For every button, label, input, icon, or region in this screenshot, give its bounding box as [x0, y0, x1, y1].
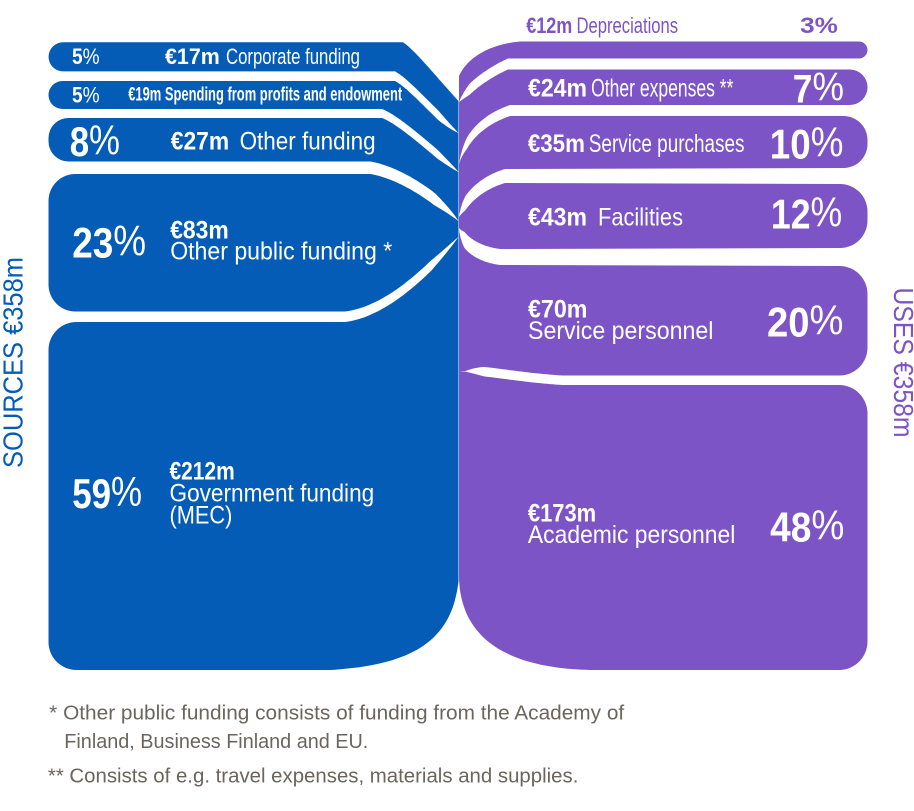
- svg-text:USES €358m: USES €358m: [888, 288, 914, 438]
- svg-text:SOURCES €358m: SOURCES €358m: [0, 257, 28, 468]
- svg-text:Depreciations: Depreciations: [577, 13, 679, 38]
- svg-text:Facilities: Facilities: [598, 204, 683, 232]
- svg-text:€12m: €12m: [526, 13, 572, 38]
- svg-text:5%: 5%: [72, 44, 100, 69]
- svg-text:(MEC): (MEC): [170, 502, 233, 530]
- svg-text:Academic personnel: Academic personnel: [528, 521, 735, 549]
- svg-text:Corporate funding: Corporate funding: [226, 44, 360, 69]
- svg-text:5%: 5%: [72, 83, 100, 108]
- svg-text:Other funding: Other funding: [240, 128, 376, 156]
- svg-text:€43m: €43m: [528, 204, 587, 232]
- svg-text:€24m: €24m: [528, 75, 587, 103]
- svg-text:20%: 20%: [767, 297, 843, 346]
- svg-text:€83m: €83m: [170, 217, 229, 245]
- svg-text:Finland, Business Finland and: Finland, Business Finland and EU.: [64, 730, 368, 753]
- svg-text:€35m: €35m: [528, 130, 585, 158]
- svg-text:* Other public funding consist: * Other public funding consists of fundi…: [49, 702, 624, 725]
- svg-text:Other expenses **: Other expenses **: [591, 75, 733, 103]
- svg-text:€173m: €173m: [528, 499, 596, 527]
- svg-text:Government funding: Government funding: [170, 480, 375, 508]
- svg-text:23%: 23%: [72, 218, 146, 268]
- svg-text:€212m: €212m: [170, 458, 235, 486]
- svg-text:Service purchases: Service purchases: [589, 130, 745, 158]
- svg-text:59%: 59%: [72, 468, 142, 517]
- svg-text:** Consists of e.g. travel exp: ** Consists of e.g. travel expenses, mat…: [48, 765, 579, 788]
- svg-text:€27m: €27m: [171, 128, 229, 156]
- svg-text:48%: 48%: [770, 502, 844, 551]
- svg-text:3%: 3%: [800, 13, 838, 38]
- svg-text:€70m: €70m: [528, 296, 587, 324]
- svg-text:€17m: €17m: [165, 44, 220, 69]
- svg-text:10%: 10%: [770, 119, 844, 168]
- svg-text:8%: 8%: [70, 117, 120, 166]
- svg-text:12%: 12%: [771, 189, 842, 238]
- svg-text:Other public funding *: Other public funding *: [170, 238, 392, 266]
- svg-text:7%: 7%: [793, 66, 844, 112]
- svg-text:€19m Spending from profits and: €19m Spending from profits and endowment: [128, 84, 402, 105]
- svg-text:Service personnel: Service personnel: [528, 317, 713, 345]
